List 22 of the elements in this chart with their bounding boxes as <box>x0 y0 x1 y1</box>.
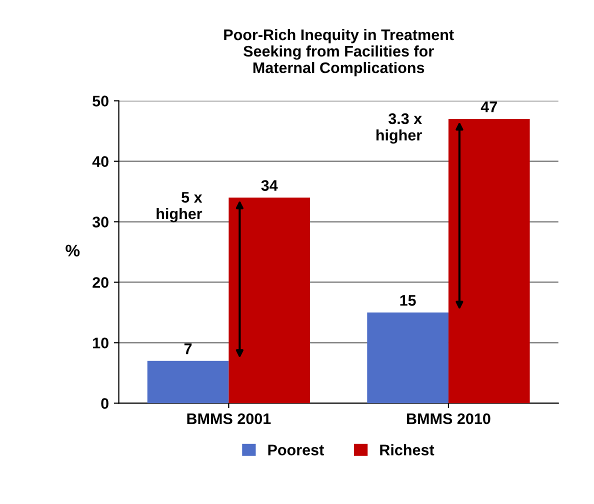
annotation: 5 x higher <box>156 192 202 222</box>
bar <box>367 312 448 404</box>
data-label: 7 <box>184 344 192 354</box>
data-label: 34 <box>261 180 278 191</box>
y-tick-label: 50 <box>92 96 108 106</box>
annotation: 3.3 x higher <box>376 113 422 144</box>
x-tick-label: BMMS 2001 <box>187 413 271 424</box>
x-tick-label: BMMS 2010 <box>407 413 490 424</box>
y-axis-title: % <box>66 244 80 256</box>
data-label: 47 <box>480 102 497 112</box>
bar <box>228 198 310 404</box>
y-tick-label: 20 <box>92 277 108 288</box>
y-tick-label: 10 <box>93 338 108 348</box>
bar <box>147 360 229 404</box>
bar <box>448 118 530 404</box>
data-label: 15 <box>400 295 416 306</box>
legend-label: Poorest <box>268 444 324 456</box>
y-tick-label: 0 <box>101 398 108 409</box>
legend-label: Richest <box>380 444 434 456</box>
chart-title: Poor-Rich Inequity in Treatment Seeking from Facilities for Maternal Complications <box>224 28 454 76</box>
y-tick-label: 30 <box>92 216 108 228</box>
y-tick-label: 40 <box>92 156 108 167</box>
